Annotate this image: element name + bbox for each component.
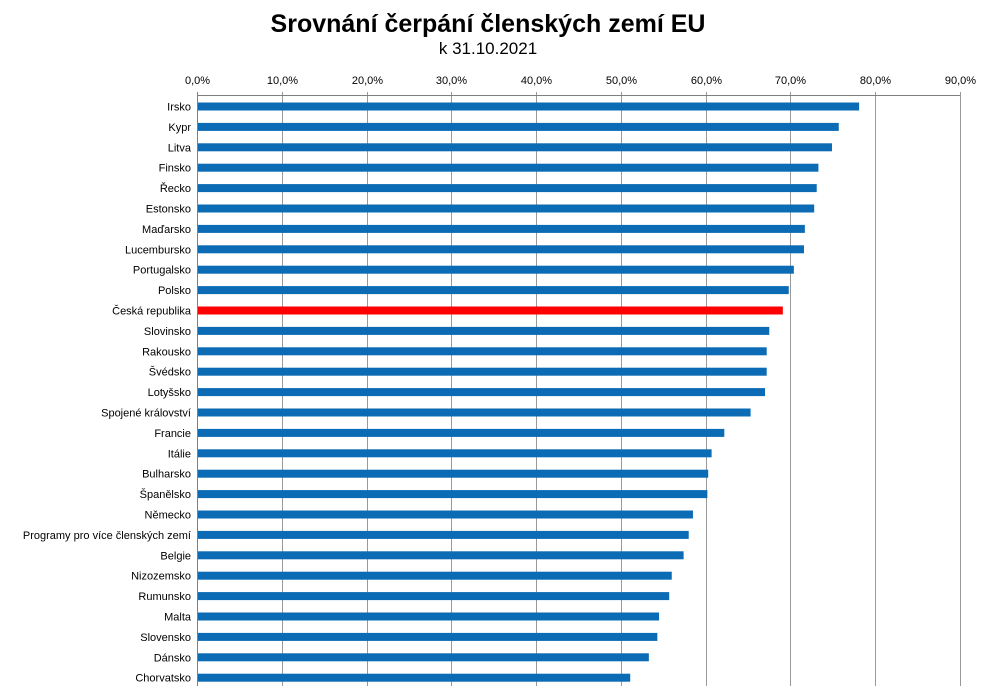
bar: [198, 449, 712, 458]
x-tick-label: 80,0%: [860, 75, 891, 87]
bar: [198, 102, 860, 111]
category-label: Dánsko: [154, 652, 191, 664]
x-tick-label: 0,0%: [185, 75, 210, 87]
bar: [198, 530, 689, 539]
category-label: Rakousko: [142, 346, 191, 358]
category-label: Spojené království: [101, 408, 191, 420]
bar: [198, 122, 839, 131]
bar: [198, 143, 832, 152]
bar: [198, 490, 708, 499]
category-label: Irsko: [167, 102, 191, 114]
x-tick-label: 40,0%: [521, 75, 552, 87]
x-tick-label: 30,0%: [436, 75, 467, 87]
category-label: Řecko: [160, 182, 191, 195]
chart-title: Srovnání čerpání členských zemí EU: [270, 10, 706, 38]
category-label: Slovinsko: [144, 326, 191, 338]
bar: [198, 612, 660, 621]
bar: [198, 367, 767, 376]
category-label: Švédsko: [149, 366, 191, 379]
bar: [198, 388, 766, 397]
category-label: Česká republika: [112, 305, 192, 318]
bar-highlighted: [198, 306, 783, 315]
x-tick-label: 20,0%: [352, 75, 383, 87]
category-label: Portugalsko: [133, 265, 191, 277]
bar: [198, 347, 767, 356]
bars: [198, 102, 860, 682]
category-label: Chorvatsko: [135, 673, 191, 685]
bar: [198, 265, 794, 274]
category-label: Bulharsko: [142, 469, 191, 481]
category-label: Francie: [154, 428, 191, 440]
x-tick-label: 90,0%: [945, 75, 976, 87]
category-label: Litva: [168, 142, 192, 154]
category-label: Belgie: [160, 550, 191, 562]
bar: [198, 510, 693, 519]
bar: [198, 184, 817, 193]
bar: [198, 469, 709, 478]
category-label: Polsko: [158, 285, 191, 297]
category-label: Kypr: [168, 122, 191, 134]
bar: [198, 673, 631, 682]
category-labels: Irsko Kypr Litva Finsko Řecko Estonsko Maďarsk…: [23, 102, 192, 685]
x-axis-ticks: 0,0% 10,0% 20,0% 30,0% 40,0% 50,0% 60,0% 70,0% 8…: [185, 75, 976, 87]
category-label: Rumunsko: [138, 591, 191, 603]
bar: [198, 204, 815, 213]
x-tick-label: 70,0%: [775, 75, 806, 87]
category-label: Nizozemsko: [131, 571, 191, 583]
bar: [198, 286, 789, 295]
bar: [198, 408, 751, 417]
chart-subtitle: k 31.10.2021: [438, 39, 538, 58]
category-label: Lucembursko: [125, 244, 191, 256]
x-tick-label: 60,0%: [691, 75, 722, 87]
category-label: Programy pro více členských zemí: [23, 530, 191, 542]
bar: [198, 571, 672, 580]
category-label: Lotyšsko: [148, 387, 191, 399]
bar: [198, 551, 684, 560]
category-label: Španělsko: [140, 488, 191, 501]
category-label: Malta: [164, 612, 192, 624]
category-label: Finsko: [159, 163, 191, 175]
bar: [198, 653, 649, 662]
bar: [198, 326, 770, 335]
x-tick-label: 50,0%: [606, 75, 637, 87]
bar: [198, 245, 805, 254]
bar: [198, 428, 725, 437]
bar: [198, 592, 670, 601]
category-label: Maďarsko: [142, 224, 191, 236]
bar: [198, 163, 819, 172]
category-label: Slovensko: [140, 632, 191, 644]
x-tick-label: 10,0%: [267, 75, 298, 87]
bar: [198, 632, 658, 641]
bar: [198, 224, 805, 233]
category-label: Estonsko: [146, 204, 191, 216]
category-label: Itálie: [168, 448, 191, 460]
category-label: Německo: [145, 510, 191, 522]
